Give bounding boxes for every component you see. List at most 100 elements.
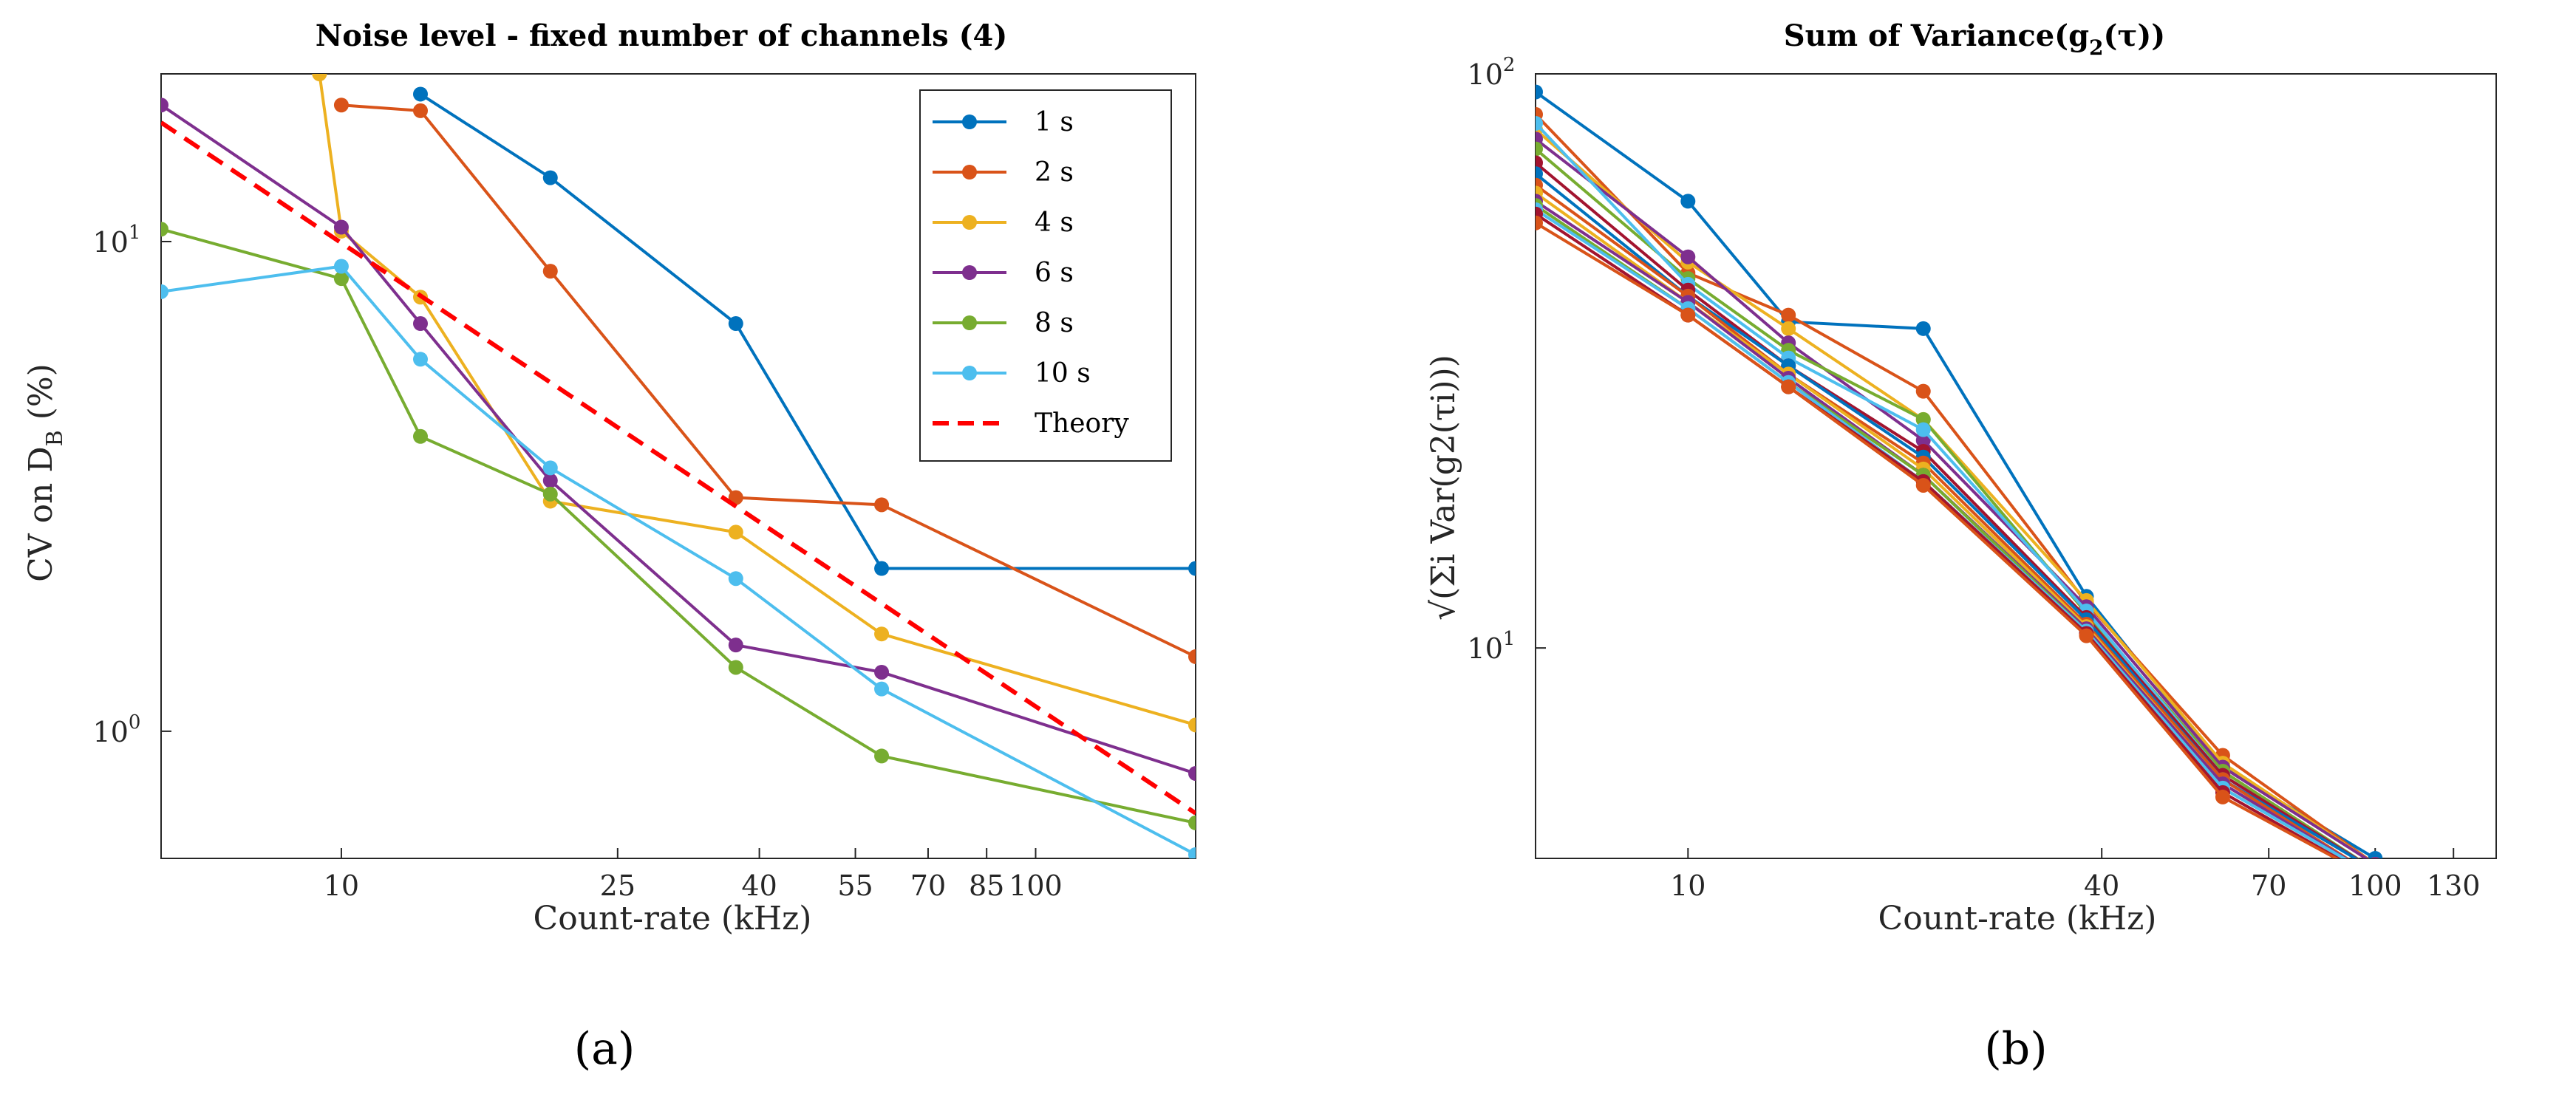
chart-b-data-point (2489, 941, 2504, 956)
chart-a-data-point (1188, 766, 1196, 782)
chart-b-data-point (2489, 917, 2504, 932)
chart-a-x-tick-label: 55 (837, 869, 873, 902)
chart-a-data-point (161, 222, 168, 237)
chart-a-data-point (161, 284, 168, 299)
chart-a-data-point (874, 664, 890, 680)
chart-a-series-line-2 (341, 103, 1196, 658)
chart-b-data-point (2079, 628, 2094, 643)
chart-a-data-point (728, 316, 743, 332)
chart-b-data-point (1915, 383, 1931, 399)
chart-a-x-tick-label: 40 (741, 869, 777, 902)
chart-b-data-point (1536, 84, 1543, 100)
chart-a-data-point (333, 98, 349, 113)
chart-a-x-tick-label: 10 (324, 869, 359, 902)
chart-a-data-point (1188, 717, 1196, 733)
chart-b-x-tick-label: 100 (2348, 869, 2402, 902)
chart-a-axes-box (160, 73, 1196, 859)
chart-b-data-point (1915, 422, 1931, 437)
chart-a-data-point (333, 271, 349, 287)
chart-a-data-point (312, 74, 327, 81)
legend-entry-label: 8 s (1035, 308, 1074, 338)
legend-entry-label: 6 s (1035, 258, 1074, 288)
chart-b-data-point (1680, 249, 1696, 264)
legend-marker (962, 115, 977, 129)
chart-a-data-point (542, 473, 558, 488)
chart-a-data-point (874, 681, 890, 697)
chart-a-x-tick-label: 100 (1009, 869, 1063, 902)
chart-a-data-point (1188, 561, 1196, 576)
chart-a-data-point (412, 103, 428, 118)
chart-b-title: Sum of Variance(g2(τ)) (1784, 18, 2165, 60)
legend-marker (962, 315, 977, 330)
chart-b-data-point (1915, 433, 1931, 448)
chart-a-xlabel: Count-rate (kHz) (534, 900, 812, 937)
chart-b: Sum of Variance(g2(τ)) 10 40 70 100 130 101 10… (1425, 18, 2504, 1075)
chart-b-data-point (1536, 141, 1543, 157)
chart-a-data-point (728, 571, 743, 587)
chart-a-data-point (1188, 649, 1196, 664)
chart-a-data-point (542, 264, 558, 279)
panel-label-a: (a) (574, 1023, 636, 1075)
chart-b-data-point (1680, 194, 1696, 209)
chart-b-data-point (2489, 954, 2504, 968)
chart-b-series-line-14 (1536, 213, 2342, 858)
legend-entry-label: Theory (1035, 409, 1129, 439)
chart-b-x-tick-label: 130 (2427, 869, 2481, 902)
chart-b-series-line-9 (1536, 184, 2350, 858)
chart-a-data-point (333, 259, 349, 274)
chart-a-ylabel: CV on DB (%) (22, 363, 68, 582)
chart-b-data-point (2489, 945, 2504, 960)
chart-b-data-point (2489, 949, 2504, 964)
chart-b-data-point (2489, 958, 2504, 973)
chart-b-data-point (2489, 949, 2504, 964)
chart-b-data-point (1680, 307, 1696, 323)
chart-b-data-point (2489, 954, 2504, 968)
chart-a-data-point (1188, 847, 1196, 858)
chart-b-axes-box (1535, 73, 2497, 859)
chart-b-x-tick-label: 10 (1670, 869, 1706, 902)
legend-marker (962, 366, 977, 380)
chart-b-data-point (2368, 851, 2383, 858)
chart-a-data-point (333, 219, 349, 235)
chart-b-series-line-15 (1536, 222, 2340, 858)
chart-a-legend: 1 s 2 s 4 s 6 s 8 s 10 s Theory (919, 89, 1172, 462)
chart-a-data-point (874, 497, 890, 513)
chart-b-data-point (2215, 789, 2230, 804)
legend-marker (962, 165, 977, 180)
chart-b-data-point (1781, 379, 1796, 394)
chart-a-x-tick-label: 25 (600, 869, 636, 902)
chart-b-data-point (2371, 856, 2380, 858)
chart-b-data-point (2489, 941, 2504, 956)
chart-a-x-tick-label: 85 (969, 869, 1004, 902)
chart-b-data-point (2489, 949, 2504, 964)
chart-a-y-tick-label: 100 (93, 711, 141, 748)
chart-a-data-point (542, 486, 558, 502)
chart-b-data-point (1915, 477, 1931, 493)
chart-b-series-line-3 (1536, 128, 2369, 858)
chart-b-data-point (2489, 941, 2504, 956)
chart-a-data-point (728, 660, 743, 675)
chart-b-data-point (1536, 115, 1543, 131)
chart-a-data-point (874, 748, 890, 764)
chart-b-data-point (2489, 941, 2504, 956)
legend-entry-label: 1 s (1035, 107, 1074, 137)
chart-b-xlabel: Count-rate (kHz) (1878, 900, 2157, 937)
chart-b-series-line-1 (1536, 90, 2379, 858)
chart-a-data-point (728, 524, 743, 540)
chart-b-data-point (2489, 945, 2504, 960)
chart-b-x-tick-label: 40 (2084, 869, 2119, 902)
legend-entry-label: 4 s (1035, 208, 1074, 238)
chart-a-data-point (542, 460, 558, 476)
chart-a-series-line-7 (161, 120, 1196, 816)
chart-a-data-point (412, 86, 428, 102)
chart-b-data-point (1536, 215, 1543, 230)
chart-a-y-tick-label: 101 (93, 222, 141, 259)
legend-marker (962, 215, 977, 230)
panel-label-b: (b) (1984, 1023, 2047, 1075)
chart-b-data-point (2489, 958, 2504, 973)
chart-a-x-tick-label: 70 (910, 869, 946, 902)
chart-b-data-point (2489, 932, 2504, 947)
legend-entry-label: 10 s (1035, 358, 1091, 389)
chart-b-y-tick-label: 101 (1468, 628, 1516, 665)
chart-b-ylabel: √(Σi Var(g2(τi))) (1425, 355, 1462, 621)
